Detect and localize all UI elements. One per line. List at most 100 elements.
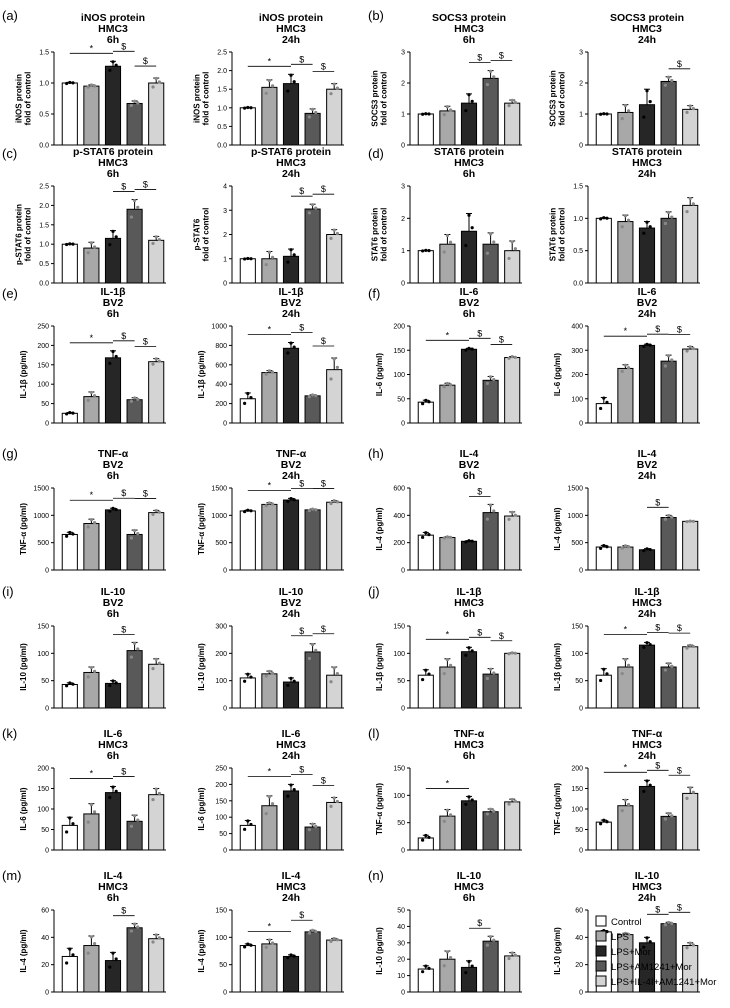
- data-point: [92, 810, 97, 814]
- significance-mark: $: [143, 56, 148, 66]
- data-point: [89, 517, 93, 522]
- data-point: [489, 232, 493, 236]
- data-point: [602, 818, 606, 822]
- data-point: [329, 236, 333, 240]
- y-axis-label: TNF-α (pg/ml): [375, 783, 384, 835]
- bar: [682, 520, 699, 571]
- bar: [126, 820, 143, 851]
- data-point: [492, 377, 496, 382]
- y-axis-label: IL-4 (pg/ml): [553, 507, 562, 550]
- data-point: [602, 396, 606, 400]
- y-tick-label: 150: [215, 798, 227, 805]
- data-point: [307, 508, 312, 513]
- data-point: [314, 929, 318, 934]
- data-point: [427, 112, 431, 116]
- y-tick-label: 200: [215, 782, 227, 789]
- data-point: [685, 210, 689, 214]
- data-point: [108, 509, 112, 513]
- data-point: [249, 106, 253, 110]
- bar: [638, 344, 656, 424]
- data-point: [68, 816, 72, 820]
- data-point: [421, 402, 425, 406]
- data-point: [157, 936, 161, 940]
- bar: [660, 360, 677, 424]
- data-point: [108, 965, 112, 969]
- y-axis-label: IL-6 (pg/ml): [197, 787, 206, 830]
- bar: [439, 110, 456, 146]
- chart-title-line: BV2: [459, 297, 480, 309]
- data-point: [464, 108, 468, 113]
- y-axis-label: p-STAT6: [193, 218, 202, 250]
- chart-title-line: BV2: [103, 597, 124, 609]
- data-point: [129, 215, 134, 219]
- data-point: [311, 393, 315, 397]
- bar: [83, 813, 100, 851]
- data-point: [329, 92, 333, 96]
- data-point: [492, 938, 496, 942]
- data-point: [157, 661, 161, 665]
- data-point: [645, 220, 649, 224]
- data-point: [332, 666, 336, 670]
- data-point: [645, 89, 649, 93]
- data-point: [464, 802, 468, 806]
- chart-title-line: IL-4: [460, 448, 479, 460]
- bar: [682, 108, 699, 146]
- data-point: [114, 354, 118, 359]
- chart-title-line: IL-10: [101, 586, 126, 598]
- data-point: [688, 786, 692, 790]
- chart-title-line: 6h: [107, 750, 119, 762]
- significance-mark: $: [655, 904, 660, 914]
- legend-swatch: [595, 915, 607, 927]
- bar: [482, 77, 499, 146]
- legend-label: Control: [611, 917, 642, 928]
- data-point: [648, 225, 652, 229]
- y-tick-label: 0: [223, 990, 227, 997]
- data-point: [108, 68, 112, 72]
- data-point: [670, 664, 674, 668]
- significance-mark: $: [143, 180, 148, 190]
- y-tick-label: 1000: [211, 513, 227, 520]
- bar: [104, 509, 122, 571]
- data-point: [329, 680, 333, 684]
- y-tick-label: 300: [215, 624, 227, 631]
- y-axis-label: TNF-α (pg/ml): [19, 503, 28, 555]
- chart-title-line: IL-4: [638, 448, 657, 460]
- y-axis-label: fold of control: [24, 208, 33, 262]
- data-point: [492, 75, 496, 79]
- data-point: [108, 795, 112, 800]
- data-point: [65, 961, 69, 965]
- data-point: [442, 819, 446, 823]
- y-axis-label: STAT6 protein: [549, 208, 558, 262]
- data-point: [71, 953, 75, 957]
- y-tick-label: 50: [397, 396, 405, 403]
- data-point: [599, 406, 603, 411]
- data-point: [249, 509, 253, 513]
- bar: [460, 102, 478, 146]
- data-point: [111, 679, 115, 683]
- data-point: [311, 928, 315, 932]
- y-tick-label: 3: [401, 50, 405, 57]
- data-point: [688, 196, 692, 201]
- chart-title-line: HMC3: [276, 157, 306, 169]
- panel-label-j: (j): [368, 584, 380, 599]
- y-tick-label: 400: [393, 513, 405, 520]
- data-point: [246, 391, 250, 396]
- data-point: [129, 103, 134, 108]
- y-tick-label: 100: [571, 807, 583, 814]
- y-tick-label: 100: [393, 372, 405, 379]
- data-point: [464, 348, 468, 352]
- data-point: [243, 679, 247, 683]
- y-tick-label: 0: [223, 848, 227, 855]
- data-point: [335, 365, 339, 369]
- data-point: [243, 827, 247, 831]
- significance-mark: $: [143, 488, 148, 498]
- y-tick-label: 2: [579, 81, 583, 88]
- data-point: [289, 341, 293, 345]
- data-point: [133, 641, 137, 645]
- data-point: [314, 824, 318, 828]
- data-point: [264, 811, 268, 816]
- bar: [83, 945, 100, 993]
- data-point: [65, 830, 69, 834]
- bar: [304, 395, 321, 424]
- chart-title-line: BV2: [637, 297, 658, 309]
